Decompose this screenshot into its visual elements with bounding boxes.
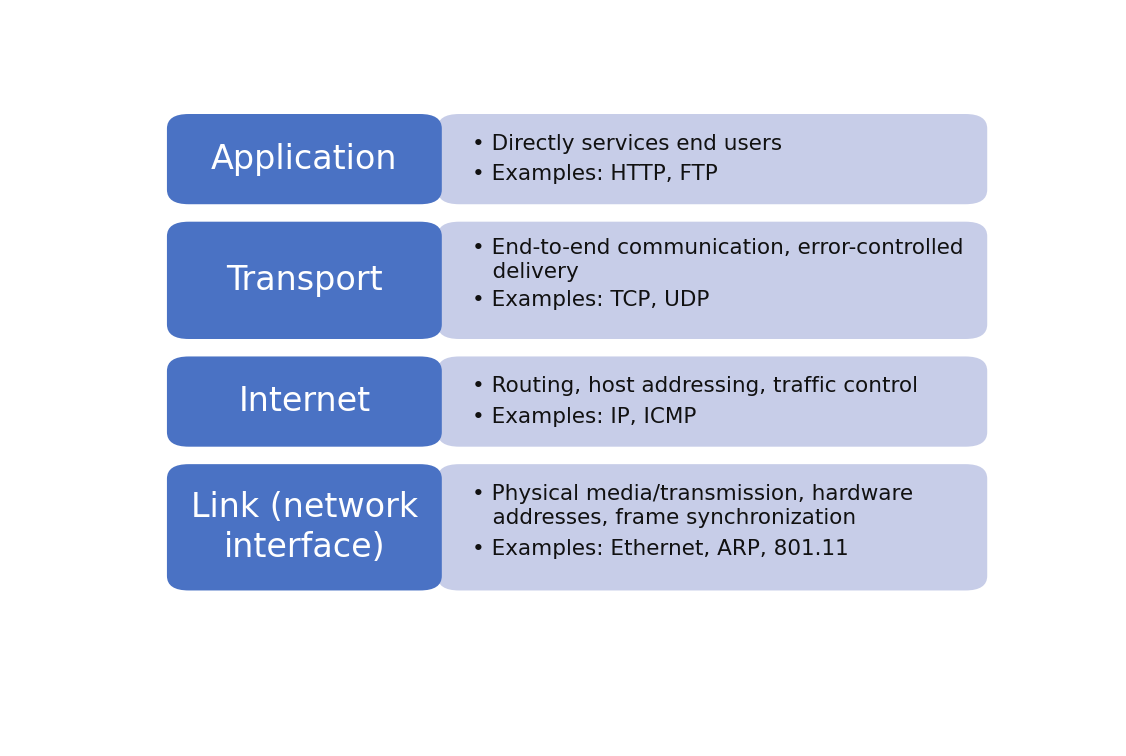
FancyBboxPatch shape <box>437 222 988 339</box>
FancyBboxPatch shape <box>167 222 441 339</box>
FancyBboxPatch shape <box>437 464 988 590</box>
Text: Link (network
interface): Link (network interface) <box>190 491 418 563</box>
FancyBboxPatch shape <box>167 114 441 204</box>
Text: • End-to-end communication, error-controlled
   delivery: • End-to-end communication, error-contro… <box>473 238 964 283</box>
Text: • Examples: HTTP, FTP: • Examples: HTTP, FTP <box>473 165 718 184</box>
FancyBboxPatch shape <box>167 464 441 590</box>
Text: • Examples: Ethernet, ARP, 801.11: • Examples: Ethernet, ARP, 801.11 <box>473 539 849 559</box>
Text: Transport: Transport <box>226 264 383 297</box>
Text: Application: Application <box>211 143 397 175</box>
FancyBboxPatch shape <box>437 114 988 204</box>
Text: • Routing, host addressing, traffic control: • Routing, host addressing, traffic cont… <box>473 376 919 396</box>
Text: • Examples: TCP, UDP: • Examples: TCP, UDP <box>473 290 709 310</box>
FancyBboxPatch shape <box>167 357 441 447</box>
Text: • Directly services end users: • Directly services end users <box>473 134 783 153</box>
FancyBboxPatch shape <box>437 357 988 447</box>
Text: • Examples: IP, ICMP: • Examples: IP, ICMP <box>473 407 697 427</box>
Text: • Physical media/transmission, hardware
   addresses, frame synchronization: • Physical media/transmission, hardware … <box>473 484 913 528</box>
Text: Internet: Internet <box>239 385 370 418</box>
